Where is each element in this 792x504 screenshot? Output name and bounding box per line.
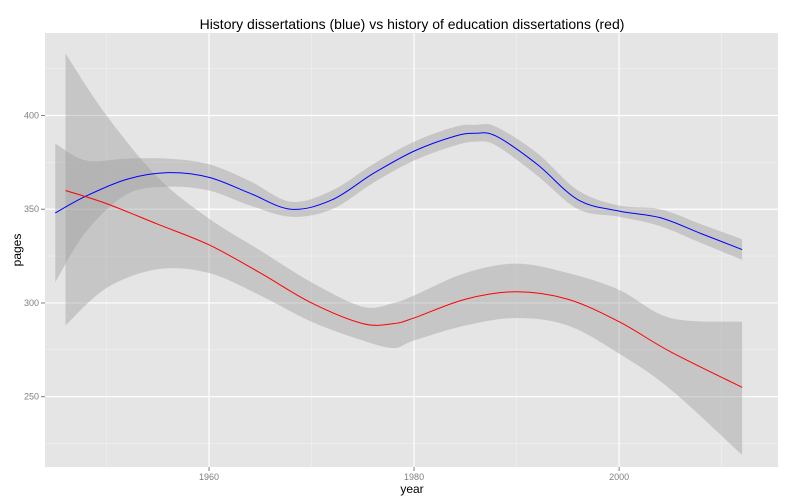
chart-title: History dissertations (blue) vs history … [200,16,625,32]
x-tick-label: 2000 [609,472,629,482]
plot-panel [45,33,778,467]
x-tick-label: 1980 [404,472,424,482]
confidence-band-0 [55,124,743,283]
y-tick-label: 350 [24,204,39,214]
major-gridlines [45,33,778,467]
x-axis-label: year [400,482,423,496]
series-line-1 [65,190,743,388]
series-line-0 [55,132,743,250]
y-tick-label: 300 [24,298,39,308]
series-lines [55,132,743,388]
confidence-bands [55,53,743,455]
y-tick-label: 400 [24,110,39,120]
x-tick-label: 1960 [199,472,219,482]
y-tick-label: 250 [24,392,39,402]
y-axis-label: pages [10,234,24,267]
minor-gridlines [45,33,778,467]
confidence-band-1 [65,53,743,455]
x-axis-ticks: 1960 1980 2000 [199,467,629,482]
y-axis-ticks: 250 300 350 400 [24,110,45,402]
